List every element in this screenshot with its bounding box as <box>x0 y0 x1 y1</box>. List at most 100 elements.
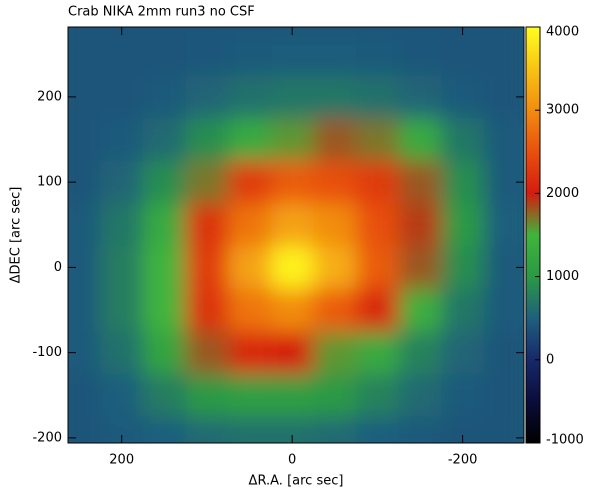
heatmap-cell <box>185 27 229 34</box>
heatmap-cell <box>228 32 272 77</box>
heatmap-cell <box>398 160 442 204</box>
heatmap-cell <box>68 373 101 418</box>
heatmap-cell <box>143 331 187 375</box>
plot-frame <box>67 26 525 444</box>
heatmap-cell <box>68 288 101 332</box>
heatmap-cell <box>100 246 144 290</box>
heatmap-cell <box>483 27 524 34</box>
heatmap-cell <box>185 373 229 418</box>
heatmap-cell <box>483 373 524 418</box>
heatmap-cell <box>398 32 442 77</box>
heatmap-cell <box>228 118 272 162</box>
heatmap-cell <box>483 118 524 162</box>
heatmap-cell <box>356 27 400 34</box>
heatmap-cell <box>441 118 485 162</box>
heatmap-cell <box>270 75 314 119</box>
heatmap-cell <box>270 288 314 332</box>
heatmap-cell <box>100 118 144 162</box>
x-axis-label: ΔR.A. [arc sec] <box>249 474 344 489</box>
heatmap-cell <box>441 373 485 418</box>
heatmap-cell <box>228 288 272 332</box>
heatmap-cell <box>398 373 442 418</box>
heatmap-cell <box>68 246 101 290</box>
heatmap-cell <box>398 331 442 375</box>
x-tick-label: -200 <box>448 453 478 468</box>
heatmap-cell <box>313 118 357 162</box>
heatmap-cell <box>356 373 400 418</box>
y-tick-label: 0 <box>54 260 62 275</box>
heatmap-cell <box>398 27 442 34</box>
x-tick-label: 0 <box>288 453 296 468</box>
heatmap-cell <box>185 416 229 443</box>
heatmap-cell <box>356 203 400 247</box>
y-tick-label: -200 <box>32 430 62 445</box>
heatmap-cell <box>100 331 144 375</box>
heatmap-cell <box>398 246 442 290</box>
heatmap-cell <box>228 331 272 375</box>
y-axis-label: ΔDEC [arc sec] <box>9 187 24 284</box>
heatmap-cell <box>441 288 485 332</box>
heatmap-cell <box>483 416 524 443</box>
heatmap-cell <box>68 32 101 77</box>
heatmap-cell <box>143 203 187 247</box>
heatmap-cell <box>228 246 272 290</box>
heatmap-cell <box>185 203 229 247</box>
heatmap-cell <box>270 118 314 162</box>
heatmap-cell <box>228 27 272 34</box>
colorbar-tick-label: 0 <box>546 352 554 367</box>
heatmap-cell <box>100 75 144 119</box>
heatmap-cell <box>483 32 524 77</box>
heatmap-cell <box>228 416 272 443</box>
heatmap-cell <box>185 160 229 204</box>
heatmap-cell <box>270 373 314 418</box>
heatmap-cell <box>313 203 357 247</box>
y-tick-label: 100 <box>37 175 62 190</box>
heatmap-cell <box>68 75 101 119</box>
colorbar-tick-label: -1000 <box>546 433 584 448</box>
heatmap-cell <box>270 160 314 204</box>
heatmap-cell <box>356 118 400 162</box>
y-tick-label: 200 <box>37 89 62 104</box>
heatmap-cell <box>313 32 357 77</box>
heatmap-cell <box>185 118 229 162</box>
heatmap-cell <box>270 246 314 290</box>
heatmap-cell <box>356 160 400 204</box>
heatmap-cell <box>228 373 272 418</box>
heatmap-cell <box>185 288 229 332</box>
heatmap-cell <box>313 27 357 34</box>
plot-area <box>68 27 524 443</box>
heatmap-cell <box>68 331 101 375</box>
heatmap-cell <box>441 331 485 375</box>
colorbar-tick-label: 3000 <box>546 103 579 118</box>
heatmap-cell <box>68 27 101 34</box>
heatmap-cell <box>100 288 144 332</box>
colorbar-tick-label: 4000 <box>546 25 579 40</box>
y-tick-label: -100 <box>32 345 62 360</box>
heatmap-cell <box>313 75 357 119</box>
heatmap-cell <box>68 203 101 247</box>
heatmap-cell <box>356 288 400 332</box>
heatmap-cell <box>483 288 524 332</box>
heatmap-cell <box>356 331 400 375</box>
heatmap-cell <box>313 288 357 332</box>
heatmap-cell <box>228 160 272 204</box>
heatmap-cell <box>356 416 400 443</box>
heatmap-cell <box>270 203 314 247</box>
heatmap-cell <box>483 203 524 247</box>
heatmap-cell <box>100 32 144 77</box>
heatmap-cell <box>398 118 442 162</box>
heatmap-cell <box>270 331 314 375</box>
heatmap-cell <box>143 32 187 77</box>
heatmap-cell <box>143 27 187 34</box>
heatmap-cell <box>68 118 101 162</box>
heatmap-cell <box>398 203 442 247</box>
heatmap-cell <box>143 118 187 162</box>
heatmap-cell <box>356 75 400 119</box>
heatmap-cell <box>228 203 272 247</box>
x-tick-label: 200 <box>109 453 134 468</box>
heatmap-cell <box>313 331 357 375</box>
heatmap-cell <box>313 246 357 290</box>
heatmap-cell <box>441 75 485 119</box>
heatmap-cell <box>143 416 187 443</box>
